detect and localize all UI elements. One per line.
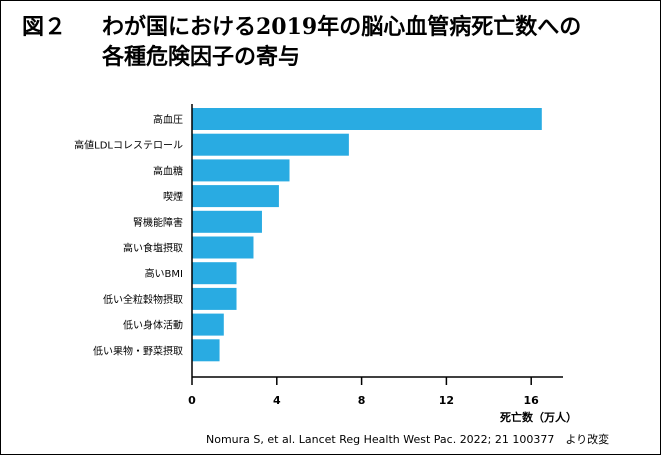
bar xyxy=(192,262,237,285)
bar xyxy=(192,236,254,259)
bar xyxy=(192,210,262,233)
x-tick-label: 12 xyxy=(439,394,454,407)
x-tick-label: 16 xyxy=(524,394,540,407)
figure-title: 図２ わが国における2019年の脳心血管病死亡数への 各種危険因子の寄与 xyxy=(22,12,581,72)
category-label: 低い全粒穀物摂取 xyxy=(103,293,183,306)
category-label: 高血糖 xyxy=(153,164,183,177)
x-tick-label: 8 xyxy=(358,394,366,407)
x-tick-label: 0 xyxy=(188,394,196,407)
bar xyxy=(192,108,542,130)
bar xyxy=(192,339,220,362)
category-label: 喫煙 xyxy=(163,191,183,203)
category-label: 高い食塩摂取 xyxy=(123,242,183,255)
x-axis-label: 死亡数（万人） xyxy=(500,411,577,424)
bar xyxy=(192,185,279,208)
category-label: 高値LDLコレステロール xyxy=(74,139,183,152)
category-label: 腎機能障害 xyxy=(133,216,183,229)
category-label: 高いBMI xyxy=(145,267,183,280)
bar xyxy=(192,287,237,310)
x-tick-label: 4 xyxy=(273,394,281,407)
category-label: 高血圧 xyxy=(153,113,183,126)
category-label: 低い身体活動 xyxy=(123,319,183,332)
bar xyxy=(192,313,224,336)
title-line-2: 各種危険因子の寄与 xyxy=(102,44,301,70)
title-line-1: わが国における2019年の脳心血管病死亡数への xyxy=(102,14,582,40)
category-label: 低い果物・野菜摂取 xyxy=(93,344,183,357)
figure-label: 図２ xyxy=(22,14,67,40)
bar xyxy=(192,133,349,156)
source-citation: Nomura S, et al. Lancet Reg Health West … xyxy=(206,433,610,446)
bar xyxy=(192,159,290,182)
